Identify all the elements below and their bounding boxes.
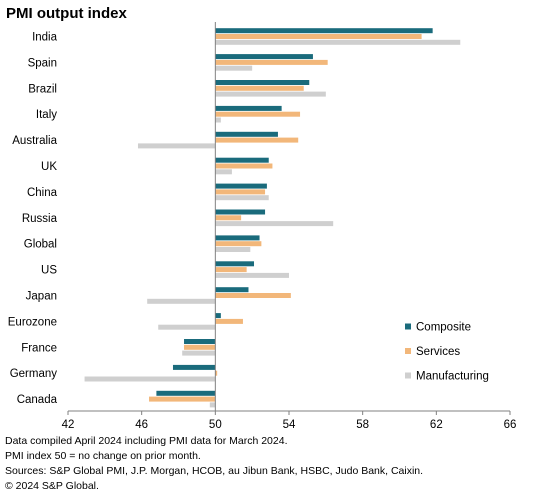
x-tick-label-50: 50 (209, 419, 222, 430)
bar-uk-manufacturing (215, 169, 232, 175)
bar-italy-services (215, 111, 301, 117)
x-tick-label-42: 42 (62, 419, 75, 430)
legend-swatch-composite (405, 323, 411, 330)
bar-spain-composite (215, 54, 313, 60)
chart-title: PMI output index (6, 5, 127, 22)
category-label-japan: Japan (26, 291, 57, 303)
bar-japan-manufacturing (147, 298, 216, 304)
bar-france-manufacturing (182, 350, 216, 356)
bar-canada-composite (156, 390, 216, 396)
bar-eurozone-manufacturing (158, 324, 216, 330)
bar-uk-composite (215, 157, 269, 163)
bar-canada-manufacturing (209, 402, 216, 408)
bar-germany-manufacturing (84, 376, 216, 382)
bar-spain-services (215, 59, 328, 65)
bar-italy-manufacturing (215, 117, 221, 123)
category-label-global: Global (24, 239, 57, 251)
category-label-brazil: Brazil (28, 83, 57, 95)
bar-australia-manufacturing (137, 143, 216, 149)
bar-italy-composite (215, 105, 282, 111)
bar-france-composite (184, 339, 216, 344)
bar-india-manufacturing (215, 39, 461, 45)
category-label-eurozone: Eurozone (8, 316, 57, 328)
bar-japan-services (215, 293, 291, 298)
category-label-canada: Canada (17, 394, 58, 406)
bar-germany-services (215, 370, 218, 376)
footnote-pmi-definition: PMI index 50 = no change on prior month. (5, 450, 201, 462)
footnote-data-compiled: Data compiled April 2024 including PMI d… (5, 435, 288, 447)
bar-india-composite (215, 28, 433, 34)
bar-australia-services (215, 137, 299, 143)
category-label-spain: Spain (28, 57, 57, 69)
legend-label-composite: Composite (416, 322, 471, 334)
bar-uk-services (215, 163, 273, 169)
bar-chart: India Spain Brazil Italy Australia UK China Rus… (8, 22, 517, 430)
bar-us-manufacturing (215, 272, 289, 278)
x-tick-label-46: 46 (135, 419, 148, 430)
footnote-sources: Sources: S&P Global PMI, J.P. Morgan, HC… (5, 465, 424, 477)
category-label-france: France (21, 342, 57, 354)
footnote-copyright: © 2024 S&P Global. (5, 480, 99, 492)
bar-france-services (184, 344, 216, 350)
bar-germany-composite (172, 364, 216, 370)
bar-india-services (215, 34, 422, 39)
legend-swatch-manufacturing (405, 372, 411, 379)
bar-brazil-manufacturing (215, 91, 326, 97)
category-label-uk: UK (41, 161, 57, 173)
legend-swatch-services (405, 348, 411, 354)
bar-brazil-services (215, 85, 304, 91)
bar-us-services (215, 267, 247, 273)
x-tick-label-66: 66 (504, 419, 517, 430)
bar-russia-composite (215, 209, 266, 215)
legend-label-services: Services (416, 346, 460, 358)
category-label-us: US (41, 265, 57, 277)
legend-label-manufacturing: Manufacturing (416, 371, 489, 383)
bar-china-services (215, 189, 266, 195)
bar-canada-services (149, 396, 216, 402)
bar-eurozone-composite (215, 313, 221, 319)
bar-us-composite (215, 261, 255, 267)
bar-japan-composite (215, 287, 249, 293)
bar-brazil-composite (215, 80, 310, 85)
bar-spain-manufacturing (215, 65, 253, 71)
x-tick-label-58: 58 (356, 419, 369, 430)
x-tick-label-54: 54 (283, 419, 296, 430)
bar-global-manufacturing (215, 247, 251, 252)
x-tick-label-62: 62 (430, 419, 443, 430)
bar-global-services (215, 241, 262, 247)
category-label-india: India (32, 32, 58, 44)
category-label-italy: Italy (36, 109, 57, 121)
bar-global-composite (215, 235, 260, 241)
bar-russia-services (215, 215, 242, 221)
category-label-china: China (27, 187, 58, 199)
bar-china-manufacturing (215, 195, 269, 201)
category-label-australia: Australia (12, 135, 57, 147)
footnotes: Data compiled April 2024 including PMI d… (5, 434, 423, 494)
category-label-russia: Russia (22, 213, 58, 225)
bar-eurozone-services (215, 318, 243, 324)
bar-china-composite (215, 183, 267, 189)
bar-australia-composite (215, 131, 278, 137)
bar-russia-manufacturing (215, 221, 334, 227)
category-label-germany: Germany (10, 368, 58, 380)
